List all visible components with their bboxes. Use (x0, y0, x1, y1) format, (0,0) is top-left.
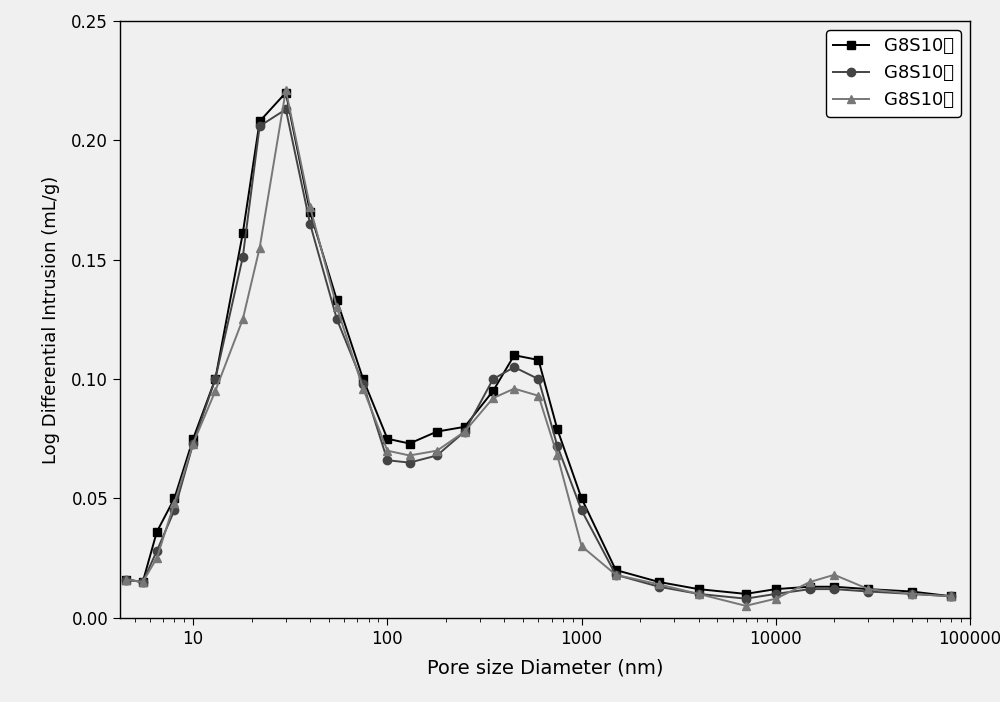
G8S10下 (508, 385, 520, 393)
G8S10中 (304, 220, 316, 228)
Legend: G8S10上, G8S10中, G8S10下: G8S10上, G8S10中, G8S10下 (826, 30, 961, 117)
G8S10下 (740, 602, 752, 610)
G8S10上 (804, 583, 816, 591)
X-axis label: Pore size Diameter (nm): Pore size Diameter (nm) (427, 658, 663, 677)
G8S10中 (187, 439, 199, 448)
G8S10中 (280, 105, 292, 114)
G8S10下 (254, 244, 266, 252)
G8S10中 (151, 547, 163, 555)
G8S10下 (576, 542, 588, 550)
G8S10上 (381, 435, 393, 443)
G8S10上 (120, 576, 132, 584)
G8S10中 (254, 122, 266, 131)
G8S10上 (187, 435, 199, 443)
G8S10下 (187, 439, 199, 448)
Y-axis label: Log Differential Intrusion (mL/g): Log Differential Intrusion (mL/g) (42, 176, 60, 463)
G8S10下 (804, 578, 816, 586)
G8S10上 (693, 585, 705, 593)
G8S10上 (551, 425, 563, 433)
G8S10中 (209, 375, 221, 383)
G8S10下 (945, 592, 957, 600)
G8S10中 (610, 571, 622, 579)
G8S10上 (906, 588, 918, 596)
G8S10下 (209, 387, 221, 395)
G8S10上 (532, 356, 544, 364)
G8S10上 (653, 578, 665, 586)
G8S10下 (459, 428, 471, 436)
G8S10上 (508, 351, 520, 359)
G8S10上 (862, 585, 874, 593)
G8S10中 (357, 380, 369, 388)
G8S10下 (381, 446, 393, 455)
G8S10上 (151, 528, 163, 536)
G8S10中 (693, 590, 705, 598)
G8S10下 (693, 590, 705, 598)
G8S10中 (137, 578, 149, 586)
G8S10中 (168, 506, 180, 515)
G8S10上 (331, 296, 343, 305)
Line: G8S10中: G8S10中 (122, 105, 955, 603)
G8S10下 (551, 451, 563, 460)
G8S10下 (357, 385, 369, 393)
G8S10下 (906, 590, 918, 598)
G8S10上 (209, 375, 221, 383)
G8S10中 (740, 595, 752, 603)
G8S10下 (828, 571, 840, 579)
G8S10中 (770, 590, 782, 598)
G8S10中 (487, 375, 499, 383)
G8S10中 (120, 576, 132, 584)
G8S10中 (381, 456, 393, 465)
G8S10中 (431, 451, 443, 460)
G8S10下 (304, 203, 316, 211)
G8S10中 (459, 428, 471, 436)
G8S10上 (237, 230, 249, 238)
G8S10上 (828, 583, 840, 591)
G8S10下 (532, 392, 544, 400)
G8S10上 (487, 387, 499, 395)
G8S10下 (862, 585, 874, 593)
G8S10上 (357, 375, 369, 383)
G8S10上 (280, 88, 292, 97)
G8S10上 (945, 592, 957, 600)
G8S10中 (532, 375, 544, 383)
Line: G8S10上: G8S10上 (122, 88, 955, 600)
G8S10中 (237, 253, 249, 262)
G8S10中 (828, 585, 840, 593)
G8S10下 (168, 499, 180, 508)
G8S10中 (404, 458, 416, 467)
G8S10上 (404, 439, 416, 448)
G8S10上 (610, 566, 622, 574)
G8S10下 (280, 86, 292, 95)
Line: G8S10下: G8S10下 (122, 86, 955, 610)
G8S10上 (740, 590, 752, 598)
G8S10上 (770, 585, 782, 593)
G8S10下 (331, 303, 343, 312)
G8S10下 (404, 451, 416, 460)
G8S10下 (137, 578, 149, 586)
G8S10上 (304, 208, 316, 216)
G8S10中 (906, 590, 918, 598)
G8S10下 (770, 595, 782, 603)
G8S10上 (254, 117, 266, 126)
G8S10中 (508, 363, 520, 371)
G8S10下 (237, 315, 249, 324)
G8S10上 (431, 428, 443, 436)
G8S10中 (551, 442, 563, 450)
G8S10中 (862, 588, 874, 596)
G8S10下 (151, 554, 163, 562)
G8S10上 (168, 494, 180, 503)
G8S10中 (331, 315, 343, 324)
G8S10中 (804, 585, 816, 593)
G8S10下 (120, 576, 132, 584)
G8S10下 (487, 394, 499, 402)
G8S10中 (945, 592, 957, 600)
G8S10下 (653, 580, 665, 588)
G8S10上 (459, 423, 471, 431)
G8S10下 (610, 571, 622, 579)
G8S10中 (576, 506, 588, 515)
G8S10下 (431, 446, 443, 455)
G8S10上 (576, 494, 588, 503)
G8S10上 (137, 578, 149, 586)
G8S10中 (653, 583, 665, 591)
